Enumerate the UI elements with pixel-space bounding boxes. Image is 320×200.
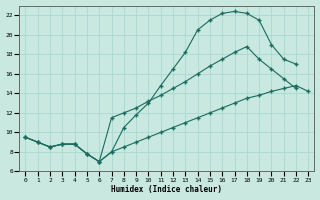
X-axis label: Humidex (Indice chaleur): Humidex (Indice chaleur) — [111, 185, 222, 194]
